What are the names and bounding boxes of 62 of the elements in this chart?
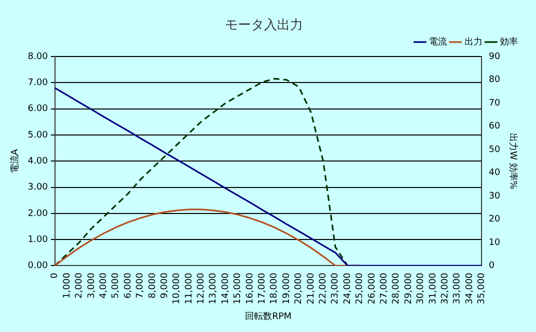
y2-tick-label: 40 [488,168,500,178]
x-tick-label: 3,000 [86,272,97,298]
x-tick-label: 30,000 [416,272,426,304]
y-tick-label: 4.00 [28,156,48,166]
y-tick-label: 2.00 [28,208,48,219]
y2-axis-title: 出力W 効率% [507,133,518,190]
x-tick-label: 10,000 [172,272,182,304]
x-tick-label: 15,000 [233,272,244,304]
x-tick-label: 4,000 [98,272,109,298]
y-tick-label: 8.00 [28,52,48,62]
x-tick-label: 2,000 [74,272,85,298]
x-tick-label: 12,000 [196,272,207,304]
legend-label: 効率 [500,36,518,48]
y2-tick-label: 10 [488,238,500,248]
x-tick-label: 33,000 [452,272,463,304]
x-tick-label: 6,000 [123,272,134,298]
x-tick-label: 17,000 [258,272,268,304]
x-tick-label: 29,000 [404,272,414,304]
y-tick-label: 0.00 [28,261,48,272]
x-axis-title: 回転数RPM [245,310,292,322]
x-tick-label: 21,000 [306,272,316,304]
x-tick-label: 9,000 [160,272,170,298]
x-tick-label: 0 [50,272,60,278]
y-tick-label: 3.00 [28,182,48,193]
x-tick-label: 26,000 [367,272,378,304]
x-tick-label: 13,000 [208,272,219,304]
y2-tick-label: 30 [488,191,500,202]
y-tick-label: 1.00 [28,234,48,245]
x-tick-label: 24,000 [342,272,353,304]
x-tick-label: 32,000 [440,272,450,304]
y2-tick-label: 60 [488,122,500,132]
x-tick-label: 16,000 [245,272,256,304]
y-axis-title: 電流A [10,148,21,174]
y2-tick-label: 0 [488,261,495,272]
x-tick-label: 18,000 [270,272,280,304]
x-tick-label: 28,000 [392,272,402,304]
x-tick-label: 5,000 [111,272,122,298]
y-tick-label: 7.00 [28,78,48,88]
x-tick-label: 25,000 [355,272,366,304]
x-tick-label: 31,000 [428,272,438,304]
y2-tick-label: 50 [488,144,500,155]
y-tick-label: 6.00 [28,104,48,114]
x-tick-label: 34,000 [464,272,475,304]
y2-tick-label: 80 [488,75,500,86]
x-tick-label: 1,000 [62,272,72,298]
legend-label: 出力 [464,36,482,48]
x-tick-label: 20,000 [294,272,304,304]
y-tick-label: 5.00 [28,130,48,140]
y2-tick-label: 90 [488,52,500,62]
x-tick-label: 19,000 [282,272,292,304]
x-tick-label: 27,000 [380,272,390,304]
x-tick-label: 35,000 [477,272,488,304]
legend-label: 電流 [429,36,447,48]
x-tick-label: 7,000 [136,272,146,298]
x-tick-label: 8,000 [148,272,158,298]
x-tick-label: 23,000 [330,272,341,304]
chart-title: モータ入出力 [225,18,303,34]
x-tick-label: 14,000 [220,272,231,304]
y2-tick-label: 70 [488,98,500,108]
x-tick-label: 22,000 [318,272,329,304]
x-tick-label: 11,000 [184,272,194,304]
y2-tick-label: 20 [488,214,500,225]
